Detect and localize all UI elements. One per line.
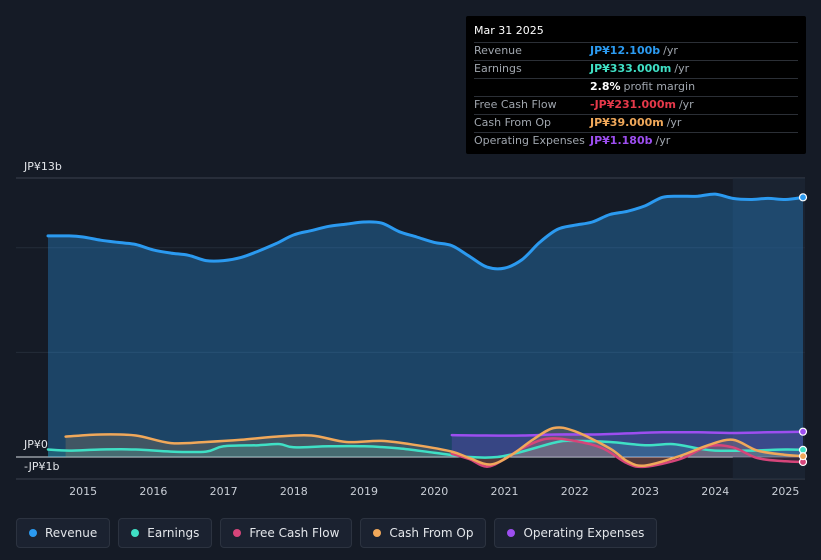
chart-legend: Revenue Earnings Free Cash Flow Cash From O… [16, 518, 658, 548]
x-tick-label: 2016 [139, 485, 167, 498]
x-tick-label: 2022 [561, 485, 589, 498]
legend-label: Free Cash Flow [249, 526, 340, 540]
earnings-line [46, 439, 805, 459]
x-tick-label: 2021 [491, 485, 519, 498]
tooltip-row-unit: profit margin [623, 80, 696, 93]
tooltip-row-label: Earnings [474, 62, 522, 75]
legend-item-operating-expenses[interactable]: Operating Expenses [494, 518, 658, 548]
tooltip-row-unit: /yr [655, 134, 671, 147]
gridlines [16, 177, 805, 480]
operating-expenses-line [450, 430, 805, 437]
x-tick-label: 2017 [210, 485, 238, 498]
operating-expenses-endpoint [798, 427, 808, 436]
revenue-line [46, 192, 805, 271]
tooltip-rows: Revenue JP¥12.100b/yr Earnings JP¥333.000m /… [474, 43, 798, 150]
legend-dot-icon [373, 529, 382, 537]
tooltip-row-label: Operating Expenses [474, 134, 585, 147]
tooltip-row-unit: /yr [666, 116, 682, 129]
tooltip-row: Operating Expenses JP¥1.180b/yr [474, 133, 798, 150]
legend-dot-icon [29, 529, 37, 537]
tooltip-row-value: 2.8% [590, 80, 621, 93]
revenue-area [48, 194, 803, 457]
cash-from-op-line [64, 426, 805, 468]
tooltip-row: Earnings JP¥333.000m/yr [474, 61, 798, 79]
tooltip-row: Free Cash Flow -JP¥231.000m/yr [474, 97, 798, 115]
x-tick-label: 2020 [420, 485, 448, 498]
tooltip-row-label: Revenue [474, 44, 522, 57]
x-tick-label: 2023 [631, 485, 659, 498]
x-tick-label: 2025 [771, 485, 799, 498]
legend-item-cash-from-op[interactable]: Cash From Op [360, 518, 487, 548]
tooltip-row: Revenue JP¥12.100b/yr [474, 43, 798, 61]
highlight-band [732, 178, 805, 479]
tooltip-row-value: -JP¥231.000m [590, 98, 676, 111]
x-axis-ticks: 2015 2016 2017 2018 2019 2020 2021 2022 2023 2024… [69, 485, 799, 498]
tooltip-row-value: JP¥1.180b [590, 134, 653, 147]
revenue-endpoint [798, 193, 808, 202]
legend-item-revenue[interactable]: Revenue [16, 518, 111, 548]
legend-label: Operating Expenses [523, 526, 645, 540]
tooltip-row-value: JP¥39.000m [590, 116, 664, 129]
y-tick-label-bottom: -JP¥1b [24, 460, 60, 473]
legend-dot-icon [233, 529, 242, 537]
legend-dot-icon [131, 529, 140, 537]
data-tooltip: Mar 31 2025 Revenue JP¥12.100b/yr Earnings… [466, 16, 806, 154]
cash-from-op-endpoint [798, 452, 808, 461]
x-tick-label: 2015 [69, 485, 97, 498]
x-tick-label: 2019 [350, 485, 378, 498]
tooltip-row-value: JP¥333.000m [590, 62, 672, 75]
series-areas [48, 194, 804, 467]
legend-label: Cash From Op [389, 526, 474, 540]
y-tick-label-zero: JP¥0 [24, 438, 48, 451]
series-lines [46, 192, 805, 469]
tooltip-row-label: Cash From Op [474, 116, 552, 129]
tooltip-date: Mar 31 2025 [474, 24, 798, 43]
legend-dot-icon [507, 529, 516, 537]
earnings-area [48, 440, 803, 458]
tooltip-row-unit: /yr [663, 44, 678, 57]
tooltip-row: 2.8% profit margin [474, 79, 798, 97]
legend-item-free-cash-flow[interactable]: Free Cash Flow [220, 518, 353, 548]
legend-label: Revenue [45, 526, 98, 540]
tooltip-row: Cash From Op JP¥39.000m/yr [474, 115, 798, 133]
x-tick-label: 2024 [701, 485, 729, 498]
tooltip-row-label: Free Cash Flow [474, 98, 557, 111]
tooltip-row-unit: /yr [674, 62, 690, 75]
tooltip-row-label [474, 79, 590, 96]
y-tick-label-top: JP¥13b [24, 160, 62, 173]
series-endpoints [798, 193, 808, 467]
x-tick-label: 2018 [280, 485, 308, 498]
legend-item-earnings[interactable]: Earnings [118, 518, 213, 548]
legend-label: Earnings [147, 526, 200, 540]
tooltip-row-unit: /yr [678, 98, 694, 111]
tooltip-row-value: JP¥12.100b [590, 44, 661, 57]
